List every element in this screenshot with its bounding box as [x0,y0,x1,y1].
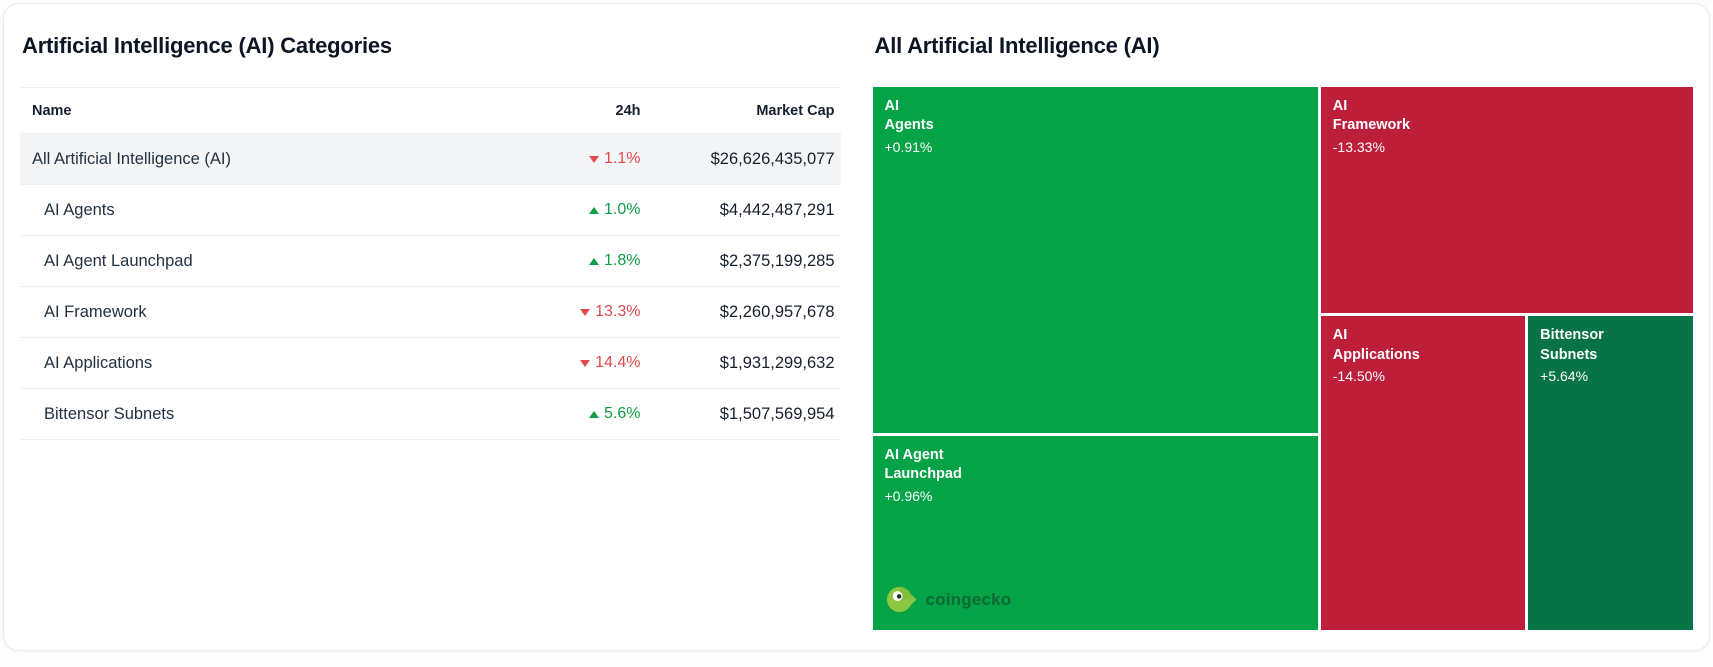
category-name-link[interactable]: AI Framework [44,302,147,321]
treemap-chart: AI Agents +0.91% AI Agent Launchpad +0.96% A… [872,87,1693,630]
triangle-down-icon [580,359,591,367]
treemap-block-name: AI Framework [1332,98,1411,134]
market-cap-value: $1,931,299,632 [719,353,835,372]
change-24h-cell: 5.6% [521,405,641,423]
change-24h-value: 5.6% [604,405,641,422]
category-name-link[interactable]: All Artificial Intelligence (AI) [32,149,231,168]
treemap-panel-title: All Artificial Intelligence (AI) [874,33,1160,58]
market-cap-value: $4,442,487,291 [719,200,835,219]
change-24h-value: 1.1% [604,150,641,167]
column-header-market-cap[interactable]: Market Cap [756,102,835,119]
table-row[interactable]: AI Applications 14.4% $1,931,299,632 [20,338,841,389]
market-cap-value: $26,626,435,077 [710,149,835,168]
treemap-block-change: +5.64% [1540,368,1589,385]
categories-table: Name 24h Market Cap All Artificial Intel… [20,87,841,440]
table-row[interactable]: AI Agent Launchpad 1.8% $2,375,199,285 [20,236,841,287]
category-name-link[interactable]: Bittensor Subnets [44,404,175,423]
treemap-right-column: AI Framework -13.33% AI Applications -14.50%… [1320,87,1693,630]
change-24h-cell: 1.0% [521,201,641,219]
coingecko-watermark: coingecko [886,584,1012,615]
treemap-block-ai-framework[interactable]: AI Framework -13.33% [1320,87,1693,314]
treemap-block-change: -13.33% [1332,138,1385,155]
change-24h-cell: 13.3% [521,303,641,321]
treemap-block-change: +0.96% [884,487,933,504]
table-row[interactable]: Bittensor Subnets 5.6% $1,507,569,954 [20,389,841,440]
column-header-name[interactable]: Name [32,102,72,119]
categories-panel: Artificial Intelligence (AI) Categories … [20,30,841,650]
triangle-down-icon [580,308,591,316]
category-name-link[interactable]: AI Applications [44,353,153,372]
market-cap-value: $2,375,199,285 [719,251,835,270]
triangle-up-icon [589,410,600,418]
change-24h-value: 1.0% [604,201,641,218]
change-24h-value: 13.3% [595,303,641,320]
table-row[interactable]: AI Agents 1.0% $4,442,487,291 [20,185,841,236]
triangle-up-icon [589,257,600,265]
treemap-block-ai-agent-launchpad[interactable]: AI Agent Launchpad +0.96% [872,435,1318,630]
change-24h-cell: 14.4% [521,354,641,372]
treemap-bottom-row: AI Applications -14.50% Bittensor Subnets +5… [1320,316,1693,630]
table-body: All Artificial Intelligence (AI) 1.1% $26,… [20,134,841,440]
coingecko-gecko-icon [886,586,917,613]
treemap-block-name: AI Applications [1332,327,1420,363]
triangle-up-icon [589,206,600,214]
table-row[interactable]: All Artificial Intelligence (AI) 1.1% $26,… [20,134,841,185]
market-cap-value: $2,260,957,678 [719,302,835,321]
table-header-row: Name 24h Market Cap [20,87,841,134]
treemap-panel: All Artificial Intelligence (AI) AI Agent… [872,30,1693,650]
treemap-block-name: AI Agents [884,98,934,134]
treemap-block-bittensor-subnets[interactable]: Bittensor Subnets +5.64% [1528,316,1693,630]
treemap-block-change: -14.50% [1332,368,1385,385]
treemap-block-name: AI Agent Launchpad [884,446,962,483]
change-24h-cell: 1.8% [521,252,641,270]
treemap-block-ai-agents[interactable]: AI Agents +0.91% [872,87,1318,433]
change-24h-cell: 1.1% [521,150,641,168]
market-cap-value: $1,507,569,954 [719,404,835,423]
column-header-24h[interactable]: 24h [615,102,641,119]
category-name-link[interactable]: AI Agent Launchpad [44,251,193,270]
treemap-left-column: AI Agents +0.91% AI Agent Launchpad +0.96% [872,87,1318,630]
treemap-block-ai-applications[interactable]: AI Applications -14.50% [1320,316,1526,630]
ai-dashboard-card: Artificial Intelligence (AI) Categories … [3,3,1710,651]
change-24h-value: 1.8% [604,252,641,269]
table-row[interactable]: AI Framework 13.3% $2,260,957,678 [20,287,841,338]
categories-panel-title: Artificial Intelligence (AI) Categories [22,33,392,58]
category-name-link[interactable]: AI Agents [44,200,115,219]
treemap-block-name: Bittensor Subnets [1540,327,1604,363]
change-24h-value: 14.4% [595,354,641,371]
coingecko-wordmark: coingecko [925,589,1012,609]
triangle-down-icon [589,155,600,163]
treemap-block-change: +0.91% [884,138,933,155]
